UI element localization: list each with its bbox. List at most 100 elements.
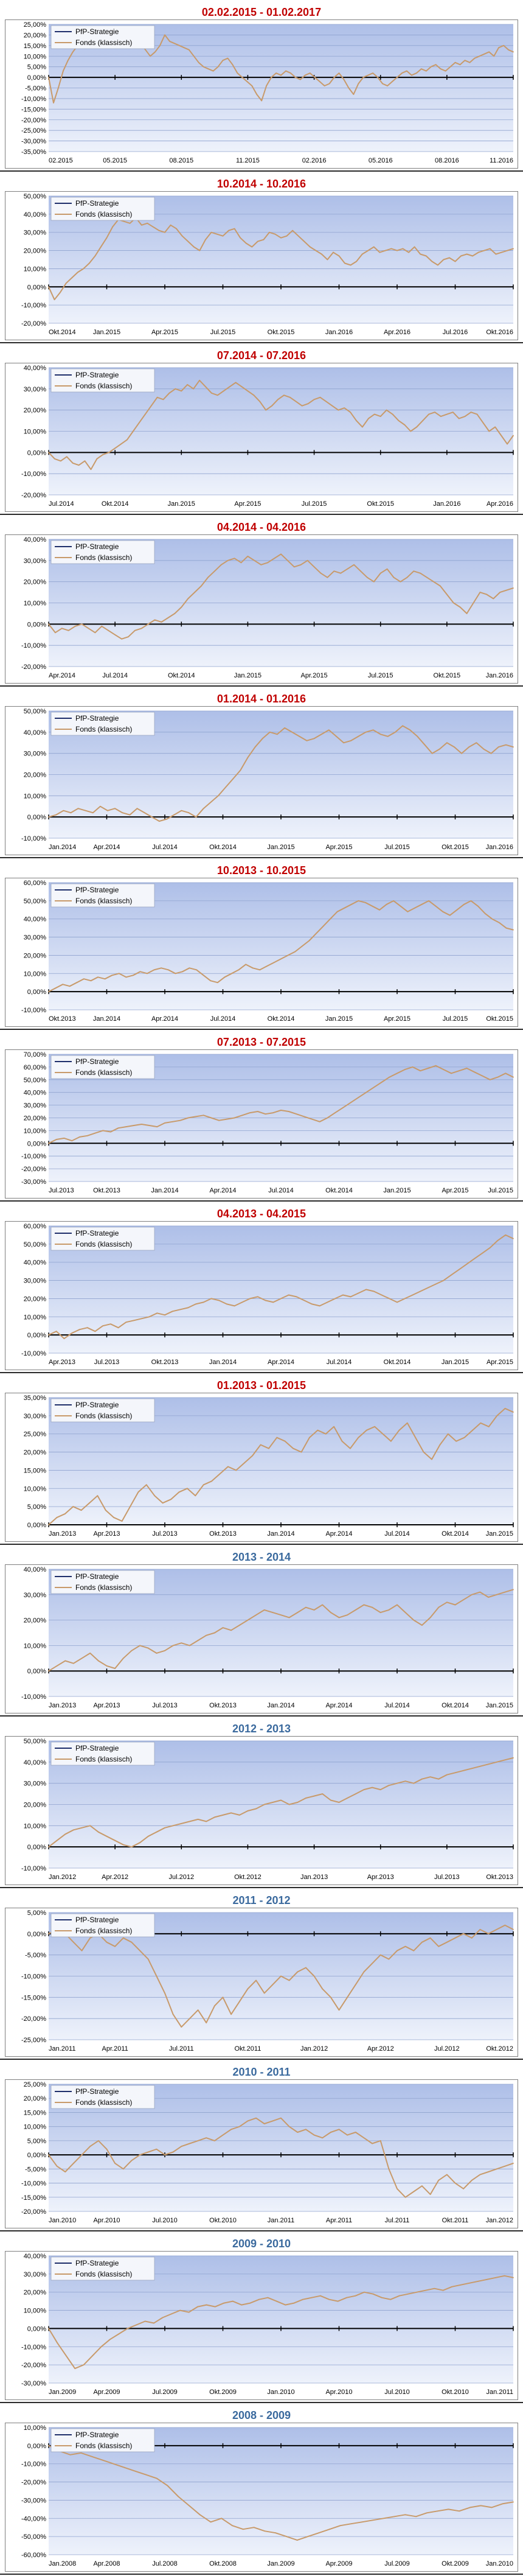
x-tick-label: Jul.2014 [49, 500, 74, 508]
legend-label-strategy: PfP-Strategie [75, 714, 119, 723]
data-point [471, 1937, 473, 1939]
data-point [108, 452, 110, 453]
data-point [330, 918, 331, 920]
legend-label-strategy: PfP-Strategie [75, 27, 119, 36]
data-point [496, 1594, 497, 1595]
y-tick-label: -20,00% [21, 663, 46, 671]
data-point [207, 68, 209, 70]
data-point [454, 746, 455, 748]
y-tick-label: 0,00% [27, 1844, 46, 1851]
x-tick-label: Apr.2014 [151, 1015, 178, 1023]
data-point [390, 2298, 392, 2300]
data-point [355, 1793, 356, 1794]
data-point [56, 1839, 58, 1841]
data-point [48, 2154, 49, 2156]
data-point [372, 729, 374, 731]
data-point [53, 102, 54, 103]
data-point [140, 224, 142, 226]
data-point [147, 1835, 149, 1837]
data-point [156, 1653, 158, 1654]
data-point [504, 1759, 506, 1761]
data-point [387, 85, 388, 86]
data-point [456, 909, 458, 911]
data-point [329, 2529, 330, 2530]
data-point [229, 386, 230, 388]
data-point [126, 2328, 128, 2329]
chart-title: 2010 - 2011 [232, 2066, 291, 2078]
data-point [84, 460, 86, 462]
data-point [139, 971, 141, 973]
y-tick-label: -10,00% [21, 1350, 46, 1357]
data-point [347, 1997, 348, 1998]
data-point [228, 229, 229, 231]
data-point [452, 602, 454, 604]
data-point [428, 1068, 429, 1069]
chart-panel: 2011 - 2012 5,00% 0,00% -5,00% -10,00% -15,00… [0, 1889, 523, 2061]
data-point [446, 1941, 448, 1943]
data-point [252, 967, 254, 969]
data-point [197, 2009, 199, 2011]
data-point [438, 2180, 440, 2181]
data-point [459, 64, 461, 66]
data-point [365, 1429, 367, 1431]
data-point [373, 581, 375, 583]
data-point [424, 744, 426, 746]
data-point [153, 2322, 154, 2324]
x-tick-label: 05.2016 [369, 157, 393, 164]
x-tick-label: 02.2015 [49, 157, 73, 164]
data-point [330, 2132, 331, 2133]
data-point [493, 598, 494, 600]
data-point [189, 2505, 190, 2507]
y-tick-label: -10,00% [21, 1153, 46, 1160]
data-point [446, 593, 448, 595]
data-point [48, 452, 49, 453]
data-point [513, 587, 514, 589]
data-point [213, 1632, 215, 1634]
x-tick-label: Jan.2010 [49, 2217, 76, 2224]
series-line-fund [48, 1407, 514, 1525]
data-point [430, 66, 432, 68]
x-tick-label: Jul.2009 [152, 2389, 178, 2396]
y-tick-label: 0,00% [27, 284, 46, 291]
data-point [301, 945, 303, 947]
data-point [156, 1126, 158, 1128]
data-point [218, 795, 219, 797]
data-point [308, 940, 310, 942]
data-point [390, 248, 392, 250]
data-point [497, 1076, 499, 1078]
x-tick-label: Jul.2008 [152, 2560, 178, 2567]
y-tick-label: 20,00% [24, 952, 47, 959]
data-point [420, 572, 421, 574]
data-point [463, 903, 465, 905]
data-point [480, 2505, 482, 2507]
data-point [234, 228, 235, 229]
y-tick-label: 20,00% [24, 579, 47, 586]
data-point [199, 2514, 201, 2516]
data-point [322, 2137, 324, 2139]
data-point [62, 984, 64, 985]
data-point [477, 2280, 479, 2282]
data-point [500, 435, 502, 436]
data-point [89, 1825, 91, 1827]
data-point [362, 426, 363, 428]
data-point [194, 592, 196, 593]
series-line-fund [48, 2275, 514, 2370]
data-point [83, 978, 85, 980]
data-point [134, 629, 136, 631]
x-tick-label: Jan.2014 [93, 1015, 120, 1023]
y-tick-label: 20,00% [24, 248, 47, 255]
legend-box [50, 2256, 155, 2281]
data-point [341, 1440, 343, 1442]
data-point [482, 1075, 483, 1077]
data-point [121, 638, 122, 640]
chart-area: 40,00% 30,00% 20,00% 10,00% 0,00% -10,00% -20,… [5, 363, 518, 512]
data-point [317, 1429, 319, 1431]
data-point [109, 2339, 111, 2340]
y-tick-label: -5,00% [25, 2166, 46, 2173]
data-point [130, 1506, 131, 1508]
data-point [471, 1768, 473, 1769]
line-chart: 35,00% 30,00% 25,00% 20,00% 15,00% 10,00% 5,00… [5, 1393, 518, 1542]
x-tick-label: Jan.2016 [486, 672, 513, 679]
data-point [100, 246, 102, 248]
data-point [114, 1945, 116, 1947]
